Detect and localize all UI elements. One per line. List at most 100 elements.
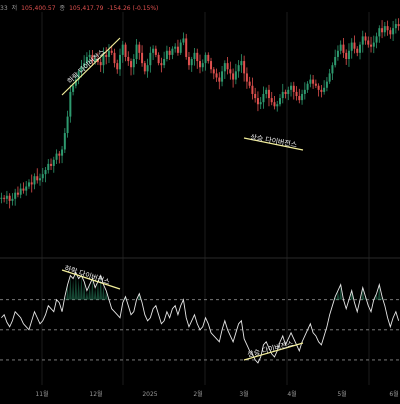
low-label: 저 [11, 5, 18, 12]
candle-body [88, 54, 91, 57]
candle-body [63, 133, 66, 150]
candle-body [146, 65, 149, 72]
candle-body [281, 91, 284, 99]
candle-body [16, 192, 19, 195]
candle-body [127, 56, 130, 62]
candle-body [279, 98, 281, 105]
candle-body [143, 63, 146, 72]
candle-body [256, 98, 259, 105]
change-value: -154.26 (-0.15%) [107, 5, 159, 12]
candle-body [152, 48, 155, 53]
candle-body [72, 85, 75, 92]
candle-body [190, 59, 193, 66]
candle-body [270, 98, 273, 103]
time-axis-label: 12월 [89, 390, 102, 398]
candle-body [210, 61, 213, 70]
time-axis-label: 2025 [142, 391, 157, 398]
candle-body [342, 44, 345, 53]
candle-body [325, 81, 328, 88]
candle-body [132, 59, 135, 68]
candle-body [383, 26, 386, 33]
candle-body [199, 61, 201, 68]
candle-body [207, 54, 210, 62]
candle-body [328, 73, 331, 82]
candle-body [39, 178, 41, 181]
candle-body [124, 44, 127, 57]
candle-body [27, 182, 30, 187]
candle-body [55, 153, 58, 160]
candle-body [99, 62, 102, 66]
candle-body [58, 153, 61, 156]
candle-body [5, 195, 8, 199]
candle-body [187, 56, 190, 66]
candle-body [157, 54, 160, 64]
candle-body [149, 52, 152, 66]
candle-body [345, 52, 348, 60]
candle-body [232, 73, 235, 80]
candle-body [168, 50, 171, 55]
candle-body [171, 48, 174, 55]
candle-body [312, 79, 315, 84]
candle-body [320, 89, 323, 92]
candle-body [77, 71, 80, 80]
candle-body [287, 89, 290, 94]
candle-body [259, 102, 262, 105]
candle-body [370, 44, 373, 47]
candle-body [359, 44, 361, 53]
candle-body [314, 83, 317, 86]
candle-body [392, 28, 395, 35]
candle-body [130, 61, 133, 68]
rsi-bullish-divergence-label: 상승 다이버전스 [246, 339, 295, 359]
candle-body [361, 36, 364, 45]
candle-body [102, 54, 105, 66]
candle-body [301, 93, 304, 101]
candle-body [375, 36, 378, 43]
candle-body [229, 69, 232, 74]
candle-body [254, 93, 257, 99]
candle-body [91, 54, 94, 62]
candle-body [248, 81, 251, 86]
candle-body [36, 176, 39, 181]
candle-body [66, 116, 69, 134]
candle-body [394, 24, 397, 29]
time-axis-label: 4월 [287, 390, 296, 398]
candle-body [110, 50, 113, 53]
candle-body [69, 91, 72, 117]
price-candles [0, 18, 400, 209]
candle-body [14, 192, 17, 199]
chart-grid [41, 12, 370, 385]
rsi-line [1, 271, 400, 364]
candle-body [33, 176, 36, 185]
candle-body [179, 42, 182, 53]
candle-body [165, 50, 168, 60]
candle-body [295, 91, 298, 97]
candle-body [50, 163, 53, 166]
time-axis-label: 2월 [193, 390, 202, 398]
candle-body [113, 52, 116, 64]
candle-body [44, 170, 47, 175]
candle-body [30, 182, 33, 185]
price-bearish-divergence-line [61, 37, 121, 96]
candle-body [215, 73, 218, 78]
candle-body [96, 59, 99, 63]
candle-body [234, 71, 237, 80]
candle-body [276, 104, 279, 107]
candle-body [339, 44, 342, 51]
candle-body [381, 28, 384, 33]
open-fragment: 33 [0, 5, 8, 12]
candle-body [204, 54, 207, 64]
candle-body [182, 38, 185, 43]
rsi-bullish-divergence-line [243, 342, 304, 361]
time-axis-label: 3월 [239, 390, 248, 398]
candle-body [22, 188, 25, 191]
candle-body [284, 91, 287, 94]
candle-body [273, 102, 276, 107]
candle-body [334, 56, 337, 66]
candle-body [41, 174, 44, 179]
candle-body [397, 24, 400, 27]
candle-body [11, 198, 14, 201]
candle-body [309, 79, 312, 84]
candle-body [218, 77, 221, 82]
